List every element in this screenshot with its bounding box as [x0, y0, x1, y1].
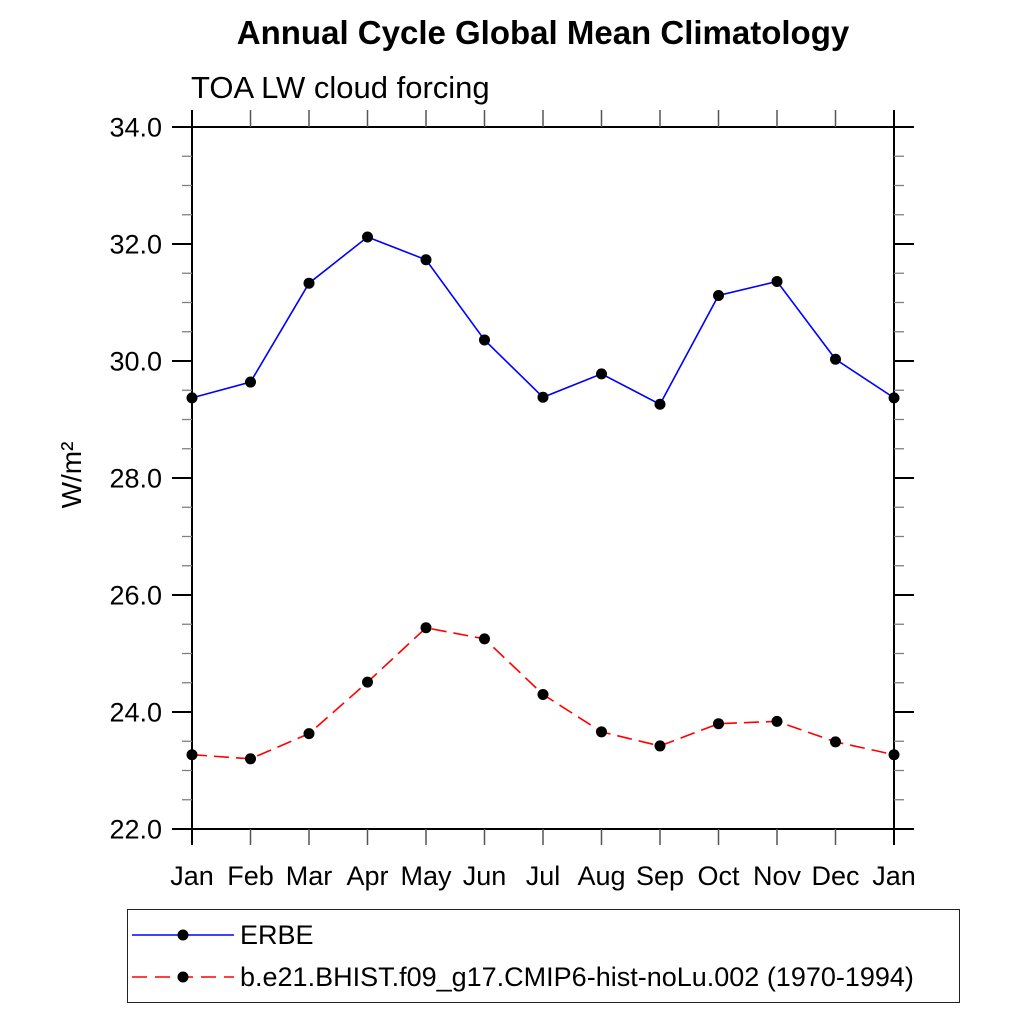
y-tick-label: 34.0 [109, 113, 162, 143]
x-tick-label: Jul [526, 861, 561, 891]
data-point-0-4 [420, 254, 432, 266]
data-point-0-3 [362, 231, 373, 243]
legend-line-sample-icon [132, 929, 234, 941]
data-point-1-0 [186, 749, 198, 761]
data-point-0-7 [596, 368, 607, 380]
data-point-0-0 [186, 392, 198, 404]
data-point-0-6 [537, 391, 549, 403]
data-point-1-2 [303, 728, 315, 740]
y-tick-label: 30.0 [109, 347, 162, 377]
data-point-1-1 [245, 753, 256, 765]
data-point-1-11 [830, 736, 841, 748]
x-tick-label: Oct [697, 861, 740, 891]
y-tick-label: 26.0 [109, 581, 162, 611]
legend-label: b.e21.BHIST.f09_g17.CMIP6-hist-noLu.002 … [240, 961, 914, 992]
data-point-0-12 [888, 392, 900, 404]
data-point-1-12 [888, 749, 900, 761]
chart-title: Annual Cycle Global Mean Climatology [236, 14, 850, 51]
plot-border [191, 126, 895, 830]
data-point-1-6 [537, 688, 549, 700]
x-tick-label: Jan [872, 861, 916, 891]
data-point-1-4 [420, 622, 432, 634]
y-tick-label: 32.0 [109, 230, 162, 260]
data-point-0-1 [245, 376, 256, 388]
x-tick-label: Apr [346, 861, 388, 891]
x-tick-label: Mar [286, 861, 333, 891]
legend-entry-erbe: ERBE [128, 918, 959, 952]
legend-marker-icon [177, 971, 189, 983]
data-point-0-10 [771, 275, 783, 287]
legend-marker-icon [177, 929, 189, 941]
x-tick-label: Dec [811, 861, 859, 891]
x-tick-label: Aug [577, 861, 625, 891]
x-tick-label: Jun [463, 861, 507, 891]
chart-subtitle: TOA LW cloud forcing [191, 70, 490, 105]
series-line-0 [191, 236, 895, 406]
legend-label: ERBE [240, 919, 314, 950]
y-tick-label: 24.0 [109, 698, 162, 728]
x-tick-label: May [400, 861, 452, 891]
x-tick-label: Sep [636, 861, 684, 891]
data-point-0-8 [654, 398, 666, 410]
data-point-0-5 [479, 334, 490, 346]
x-tick-label: Feb [227, 861, 274, 891]
legend-entry-model: b.e21.BHIST.f09_g17.CMIP6-hist-noLu.002 … [128, 960, 959, 994]
data-point-0-11 [830, 353, 841, 365]
data-point-1-3 [362, 676, 373, 688]
y-tick-label: 22.0 [109, 815, 162, 845]
legend: ERBE b.e21.BHIST.f09_g17.CMIP6-hist-noLu… [127, 909, 960, 1003]
x-tick-label: Jan [170, 861, 214, 891]
data-point-0-9 [713, 289, 724, 301]
x-tick-label: Nov [753, 861, 802, 891]
data-point-1-10 [771, 715, 783, 727]
data-point-1-5 [479, 633, 490, 645]
data-point-1-8 [654, 740, 666, 752]
data-point-0-2 [303, 277, 315, 289]
data-point-1-7 [596, 726, 607, 738]
data-point-1-9 [713, 718, 724, 730]
y-tick-label: 28.0 [109, 464, 162, 494]
legend-line-sample-icon [132, 971, 234, 983]
